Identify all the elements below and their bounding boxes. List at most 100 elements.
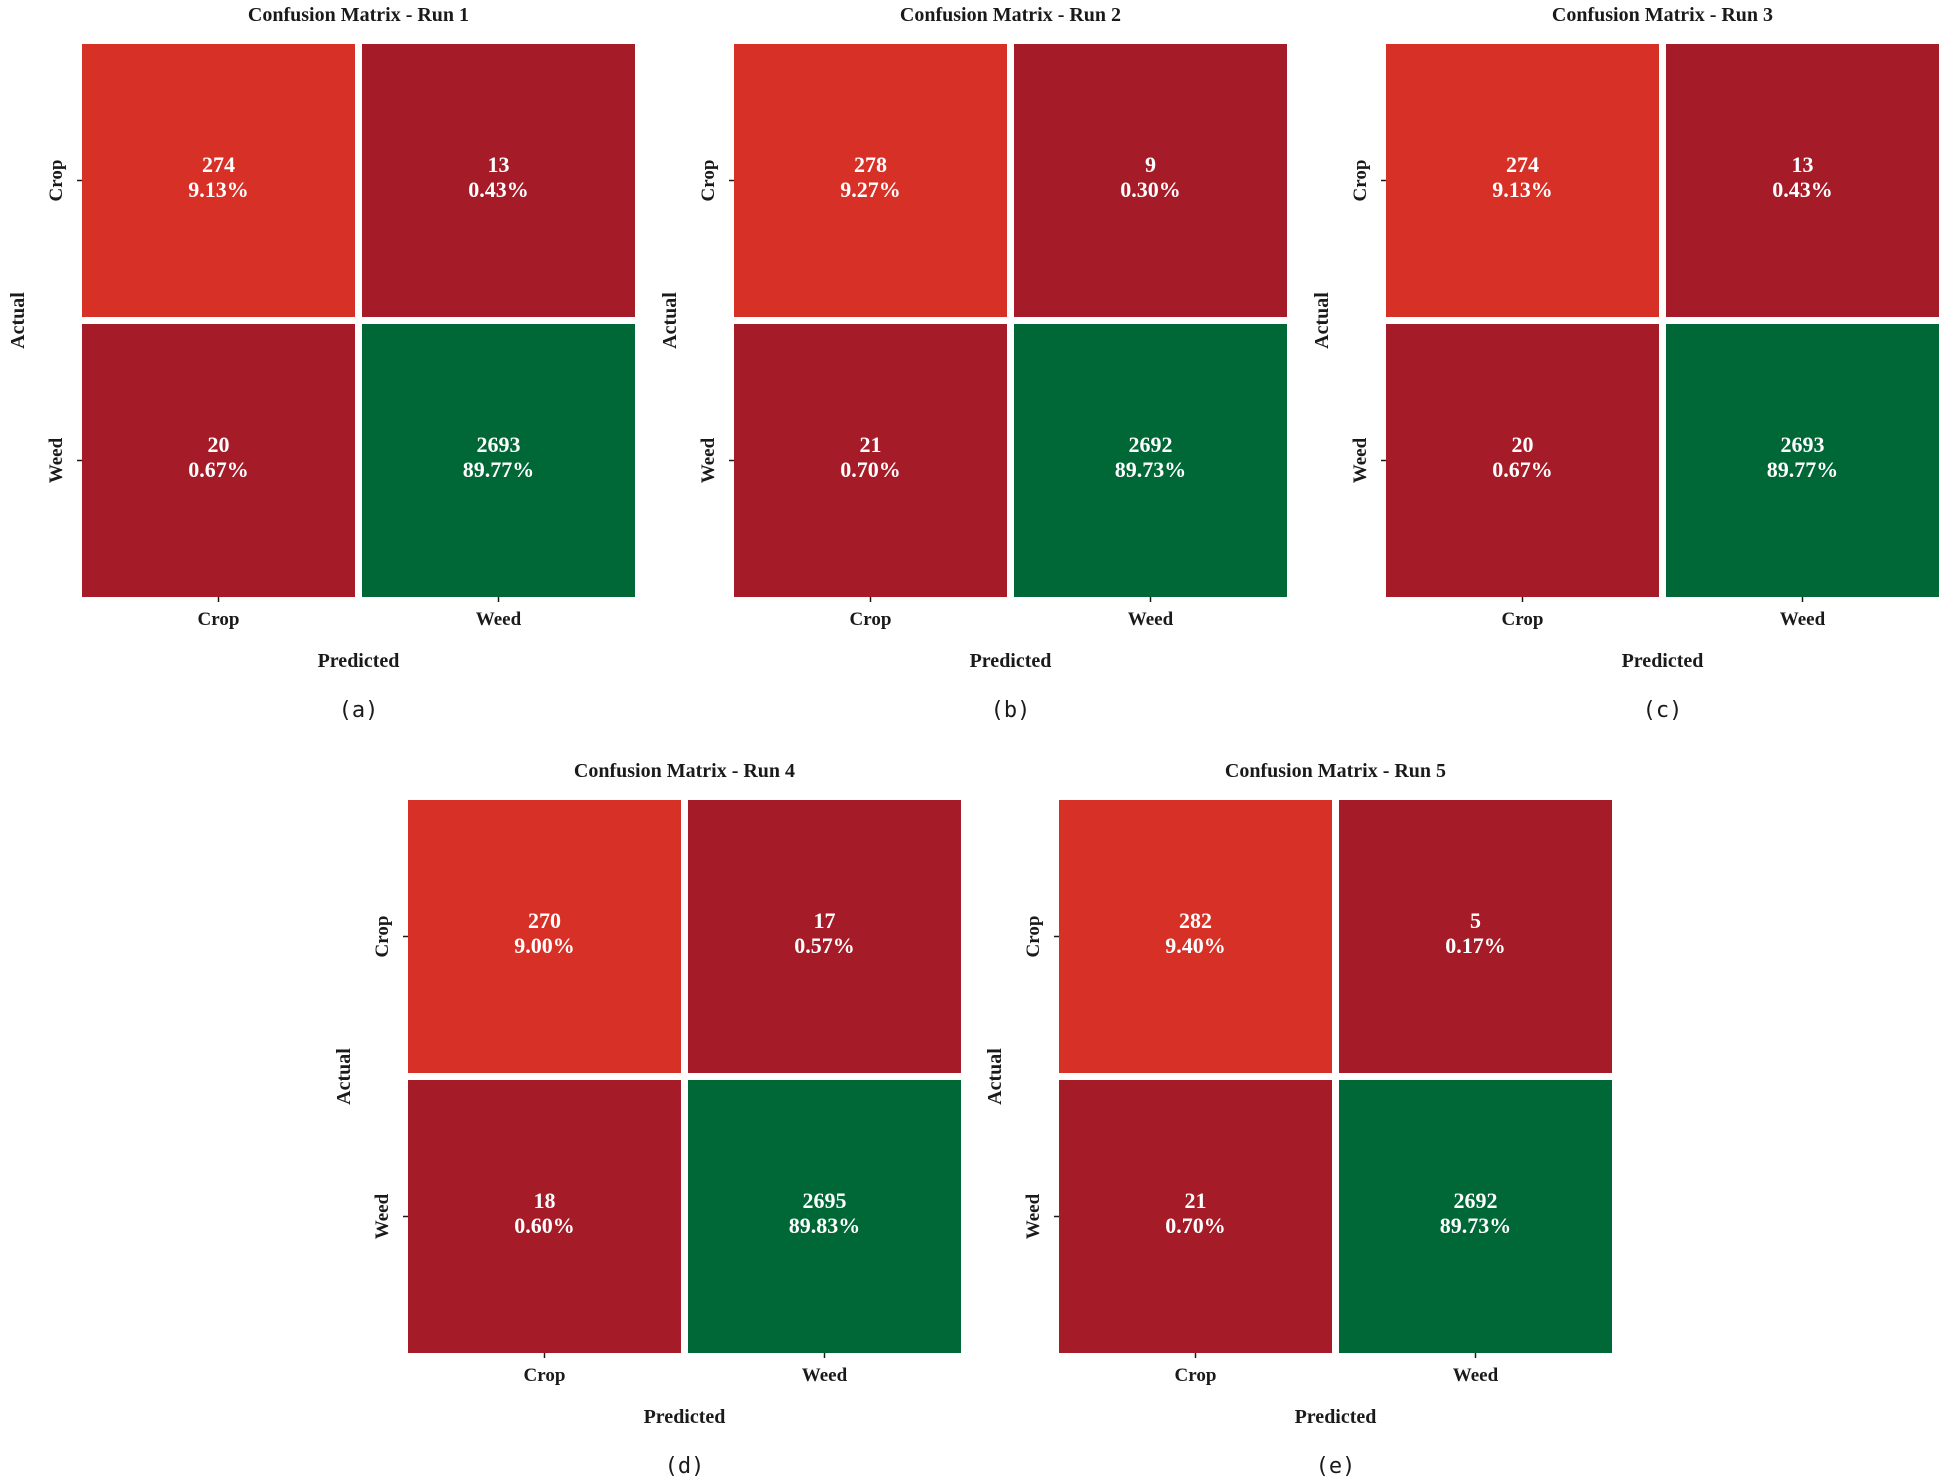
cell-count-label: 274 (1506, 152, 1539, 177)
cell-count-label: 20 (1512, 432, 1534, 457)
cell-weed-weed (1666, 324, 1939, 597)
cell-count-label: 274 (202, 152, 235, 177)
cell-percent-label: 89.77% (463, 457, 535, 482)
panel-caption: (e) (1316, 1454, 1356, 1478)
y-tick-label-crop: Crop (1023, 916, 1044, 958)
cell-crop-crop (1059, 800, 1332, 1073)
cell-percent-label: 9.40% (1165, 933, 1226, 958)
cell-percent-label: 89.83% (789, 1213, 861, 1238)
cell-percent-label: 0.17% (1445, 933, 1506, 958)
cell-crop-weed (688, 800, 961, 1073)
chart-title: Confusion Matrix - Run 5 (1225, 760, 1446, 782)
cell-weed-crop (1386, 324, 1659, 597)
cell-percent-label: 89.73% (1115, 457, 1187, 482)
cell-percent-label: 9.00% (514, 933, 575, 958)
y-tick-label-weed: Weed (46, 437, 67, 483)
x-tick-label-weed: Weed (802, 1365, 848, 1386)
y-axis-title: Actual (1311, 292, 1333, 349)
cell-weed-crop (408, 1080, 681, 1353)
cell-count-label: 282 (1179, 908, 1212, 933)
cell-percent-label: 89.77% (1767, 457, 1839, 482)
panel-caption: (b) (991, 698, 1031, 723)
cell-percent-label: 0.70% (840, 457, 901, 482)
x-axis-title: Predicted (644, 1406, 726, 1428)
cell-crop-crop (734, 44, 1007, 317)
chart-title: Confusion Matrix - Run 4 (574, 760, 795, 782)
y-axis-title: Actual (7, 292, 29, 349)
cell-crop-weed (1014, 44, 1287, 317)
cell-crop-weed (1666, 44, 1939, 317)
cell-count-label: 21 (1185, 1188, 1207, 1213)
cell-percent-label: 0.57% (794, 933, 855, 958)
y-axis-title: Actual (984, 1048, 1006, 1105)
cell-percent-label: 0.67% (188, 457, 249, 482)
cell-weed-crop (1059, 1080, 1332, 1353)
x-tick-label-crop: Crop (198, 609, 240, 630)
x-tick-label-weed: Weed (1780, 609, 1826, 630)
y-axis-title: Actual (333, 1048, 355, 1105)
x-tick-label-crop: Crop (1175, 1365, 1217, 1386)
cell-weed-weed (1014, 324, 1287, 597)
y-axis-title: Actual (659, 292, 681, 349)
y-tick-label-weed: Weed (372, 1193, 393, 1239)
y-tick-label-crop: Crop (46, 160, 67, 202)
y-tick-label-crop: Crop (698, 160, 719, 202)
cell-weed-weed (688, 1080, 961, 1353)
cell-percent-label: 0.43% (468, 177, 529, 202)
cell-count-label: 13 (1792, 152, 1814, 177)
cell-count-label: 13 (488, 152, 510, 177)
cell-count-label: 2693 (1781, 432, 1825, 457)
cell-count-label: 17 (814, 908, 836, 933)
y-tick-label-weed: Weed (1350, 437, 1371, 483)
cell-count-label: 2692 (1454, 1188, 1498, 1213)
y-tick-label-crop: Crop (372, 916, 393, 958)
cell-crop-weed (362, 44, 635, 317)
cell-percent-label: 0.60% (514, 1213, 575, 1238)
x-tick-label-crop: Crop (850, 609, 892, 630)
chart-title: Confusion Matrix - Run 1 (248, 4, 469, 26)
x-tick-label-crop: Crop (1502, 609, 1544, 630)
cell-percent-label: 0.43% (1772, 177, 1833, 202)
x-axis-title: Predicted (970, 650, 1052, 672)
cell-percent-label: 9.13% (1492, 177, 1553, 202)
cell-percent-label: 0.30% (1120, 177, 1181, 202)
cell-weed-crop (734, 324, 1007, 597)
y-tick-label-weed: Weed (698, 437, 719, 483)
cell-weed-weed (362, 324, 635, 597)
x-tick-label-crop: Crop (524, 1365, 566, 1386)
x-axis-title: Predicted (318, 650, 400, 672)
cell-crop-weed (1339, 800, 1612, 1073)
cell-weed-weed (1339, 1080, 1612, 1353)
cell-crop-crop (408, 800, 681, 1073)
cell-percent-label: 0.67% (1492, 457, 1553, 482)
x-axis-title: Predicted (1622, 650, 1704, 672)
cell-count-label: 278 (854, 152, 887, 177)
cell-percent-label: 89.73% (1440, 1213, 1512, 1238)
cell-weed-crop (82, 324, 355, 597)
x-tick-label-weed: Weed (476, 609, 522, 630)
cell-percent-label: 0.70% (1165, 1213, 1226, 1238)
x-tick-label-weed: Weed (1128, 609, 1174, 630)
cell-count-label: 2692 (1129, 432, 1173, 457)
panel-caption: (a) (339, 698, 379, 723)
y-tick-label-weed: Weed (1023, 1193, 1044, 1239)
x-tick-label-weed: Weed (1453, 1365, 1499, 1386)
cell-count-label: 2693 (477, 432, 521, 457)
cell-percent-label: 9.27% (840, 177, 901, 202)
cell-count-label: 20 (208, 432, 230, 457)
cell-percent-label: 9.13% (188, 177, 249, 202)
chart-title: Confusion Matrix - Run 3 (1552, 4, 1773, 26)
panel-caption: (d) (665, 1454, 705, 1478)
y-tick-label-crop: Crop (1350, 160, 1371, 202)
cell-crop-crop (1386, 44, 1659, 317)
chart-title: Confusion Matrix - Run 2 (900, 4, 1121, 26)
cell-count-label: 21 (860, 432, 882, 457)
panel-caption: (c) (1643, 698, 1683, 723)
cell-count-label: 2695 (803, 1188, 847, 1213)
